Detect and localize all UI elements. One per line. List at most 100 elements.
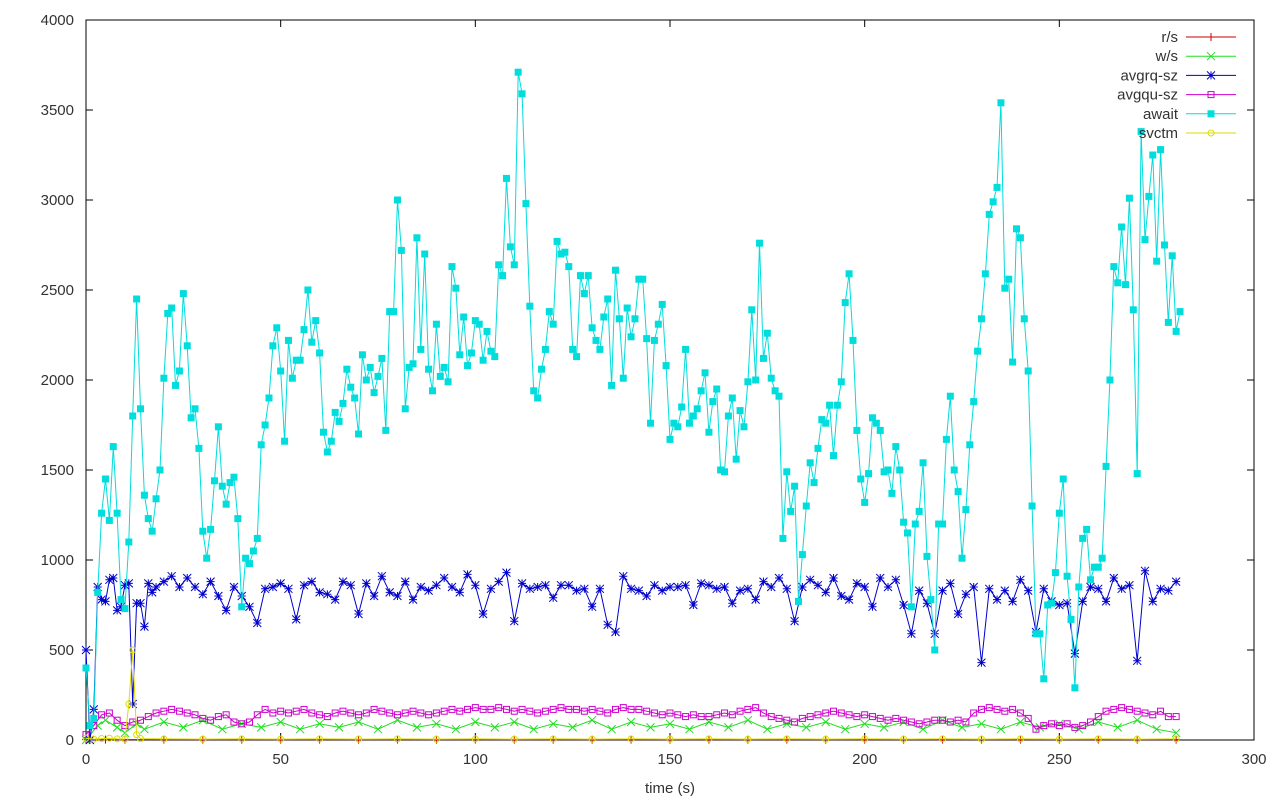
data-point: [953, 609, 963, 619]
data-point: [81, 645, 91, 655]
data-point: [456, 351, 464, 359]
data-point: [619, 374, 627, 382]
data-point: [1171, 728, 1181, 738]
data-point: [159, 577, 169, 586]
data-point: [790, 616, 799, 626]
data-point: [319, 428, 327, 436]
data-point: [152, 709, 160, 717]
data-point: [1067, 615, 1075, 623]
data-point: [253, 534, 261, 542]
data-point: [993, 705, 1001, 713]
data-point: [883, 582, 893, 592]
data-point: [85, 735, 95, 745]
data-point: [596, 707, 604, 715]
data-point: [914, 586, 924, 595]
data-point: [129, 412, 137, 420]
data-point: [199, 735, 207, 743]
data-point: [720, 582, 729, 592]
data-point: [1125, 580, 1134, 590]
data-point: [759, 709, 767, 717]
data-point: [1148, 597, 1158, 606]
data-point: [152, 495, 160, 503]
data-point: [121, 722, 129, 730]
data-point: [923, 718, 931, 726]
data-point: [658, 711, 666, 719]
x-tick-label: 200: [852, 751, 877, 768]
data-point: [626, 717, 636, 727]
data-point: [101, 597, 110, 606]
data-point: [355, 430, 363, 438]
data-point: [471, 317, 479, 325]
data-point: [448, 705, 456, 713]
data-point: [826, 401, 834, 409]
data-point: [358, 351, 366, 359]
y-tick-label: 3000: [41, 192, 74, 209]
data-point: [992, 595, 1002, 604]
data-point: [1016, 234, 1024, 242]
data-point: [798, 582, 807, 592]
data-point: [984, 584, 994, 594]
legend-label: avgrq-sz: [1120, 67, 1178, 84]
data-point: [463, 570, 472, 579]
data-point: [273, 324, 281, 332]
x-tick-label: 300: [1241, 751, 1266, 768]
data-point: [105, 734, 113, 742]
data-point: [494, 577, 504, 586]
data-point: [292, 356, 300, 364]
data-point: [456, 707, 464, 715]
data-point: [682, 713, 690, 721]
data-point: [343, 365, 351, 373]
data-point: [1110, 705, 1118, 713]
data-point: [229, 582, 239, 592]
series-line: [85, 707, 1177, 735]
data-point: [592, 336, 600, 344]
data-point: [744, 735, 752, 743]
data-point: [238, 720, 246, 728]
data-point: [335, 417, 343, 425]
data-point: [117, 596, 125, 604]
data-point: [172, 381, 180, 389]
data-point: [1149, 711, 1157, 719]
data-point: [569, 345, 577, 353]
data-point: [743, 715, 753, 725]
data-point: [1000, 586, 1010, 595]
data-point: [771, 387, 779, 395]
data-point: [814, 711, 822, 719]
legend-label: w/s: [1155, 48, 1179, 65]
data-point: [334, 723, 344, 732]
data-point: [509, 717, 519, 727]
data-point: [670, 419, 678, 427]
data-point: [226, 479, 234, 487]
data-point: [397, 246, 405, 254]
data-point: [1102, 462, 1110, 470]
data-point: [1171, 577, 1181, 586]
data-point: [896, 466, 904, 474]
legend-label: svctm: [1139, 125, 1178, 142]
data-point: [868, 602, 877, 612]
data-point: [417, 345, 425, 353]
data-point: [900, 518, 908, 526]
data-point: [366, 363, 374, 371]
data-point: [307, 577, 317, 586]
data-point: [1090, 563, 1098, 571]
data-point: [486, 584, 496, 594]
data-point: [627, 333, 635, 341]
y-tick-label: 1000: [41, 552, 74, 569]
data-point: [1020, 315, 1028, 323]
data-point: [94, 588, 102, 596]
data-point: [1059, 475, 1067, 483]
data-point: [787, 507, 795, 515]
data-point: [888, 489, 896, 497]
series-line: [85, 72, 1181, 728]
data-point: [1129, 306, 1137, 314]
data-point: [845, 270, 853, 278]
data-point: [705, 713, 713, 721]
data-point: [257, 441, 265, 449]
data-point: [276, 579, 286, 588]
data-point: [713, 385, 721, 393]
data-point: [553, 237, 561, 245]
data-point: [140, 724, 149, 734]
data-point: [147, 588, 157, 597]
data-point: [837, 378, 845, 386]
legend-item: await: [1143, 106, 1236, 123]
